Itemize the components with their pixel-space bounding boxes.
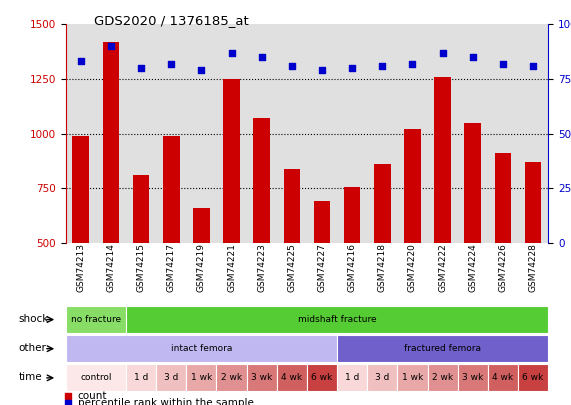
Bar — [133, 175, 150, 352]
Text: GSM74214: GSM74214 — [106, 243, 115, 292]
Text: time: time — [19, 372, 42, 382]
Bar — [313, 201, 330, 352]
Point — [529, 63, 538, 69]
Text: percentile rank within the sample: percentile rank within the sample — [78, 398, 254, 405]
Text: shock: shock — [19, 314, 49, 324]
Bar — [66, 306, 126, 333]
Bar — [307, 364, 337, 391]
Bar — [216, 364, 247, 391]
Text: fractured femora: fractured femora — [404, 344, 481, 353]
Text: GSM74222: GSM74222 — [438, 243, 447, 292]
Point — [378, 63, 387, 69]
Point — [408, 60, 417, 67]
Point — [324, 376, 333, 382]
Bar — [73, 136, 89, 352]
Text: 6 wk: 6 wk — [311, 373, 333, 382]
Bar — [284, 168, 300, 352]
Text: 3 wk: 3 wk — [251, 373, 272, 382]
Bar — [186, 364, 216, 391]
Text: GSM74224: GSM74224 — [468, 243, 477, 292]
Bar — [435, 77, 451, 352]
Bar — [525, 162, 541, 352]
Point — [287, 63, 296, 69]
Bar — [464, 123, 481, 352]
Bar — [163, 136, 179, 352]
Bar — [374, 164, 391, 352]
Bar — [337, 335, 548, 362]
Point — [498, 60, 508, 67]
Text: control: control — [80, 373, 111, 382]
Text: 3 d: 3 d — [164, 373, 178, 382]
Text: GSM74221: GSM74221 — [227, 243, 236, 292]
Bar — [66, 364, 126, 391]
Text: other: other — [19, 343, 47, 353]
Text: GSM74219: GSM74219 — [197, 243, 206, 292]
Text: 3 d: 3 d — [375, 373, 389, 382]
Bar — [126, 306, 548, 333]
Bar — [337, 364, 367, 391]
Bar — [458, 364, 488, 391]
Text: count: count — [78, 390, 107, 401]
Bar — [254, 118, 270, 352]
Point — [468, 54, 477, 60]
Text: GSM74227: GSM74227 — [317, 243, 327, 292]
Point — [136, 65, 146, 71]
Text: GSM74218: GSM74218 — [378, 243, 387, 292]
Bar — [103, 42, 119, 352]
Text: GSM74228: GSM74228 — [529, 243, 537, 292]
Text: 2 wk: 2 wk — [221, 373, 242, 382]
Text: midshaft fracture: midshaft fracture — [297, 315, 376, 324]
Point — [167, 60, 176, 67]
Text: 1 wk: 1 wk — [191, 373, 212, 382]
Bar — [126, 364, 156, 391]
Text: 3 wk: 3 wk — [462, 373, 484, 382]
Text: GSM74225: GSM74225 — [287, 243, 296, 292]
Point — [106, 43, 115, 49]
Bar — [344, 187, 360, 352]
Bar — [223, 79, 240, 352]
Text: GSM74213: GSM74213 — [77, 243, 85, 292]
Point — [257, 54, 266, 60]
Text: intact femora: intact femora — [171, 344, 232, 353]
Text: 2 wk: 2 wk — [432, 373, 453, 382]
Text: GSM74216: GSM74216 — [348, 243, 357, 292]
Bar — [367, 364, 397, 391]
Bar — [488, 364, 518, 391]
Bar — [518, 364, 548, 391]
Point — [324, 309, 333, 316]
Bar — [156, 364, 186, 391]
Bar — [494, 153, 511, 352]
Text: GSM74220: GSM74220 — [408, 243, 417, 292]
Bar — [397, 364, 428, 391]
Point — [348, 65, 357, 71]
Text: 1 wk: 1 wk — [402, 373, 423, 382]
Text: GSM74226: GSM74226 — [498, 243, 508, 292]
Point — [438, 49, 447, 56]
Bar — [404, 129, 421, 352]
Bar — [193, 208, 210, 352]
Text: GDS2020 / 1376185_at: GDS2020 / 1376185_at — [94, 14, 249, 27]
Text: 1 d: 1 d — [345, 373, 359, 382]
Text: 4 wk: 4 wk — [492, 373, 513, 382]
Bar — [247, 364, 277, 391]
Point — [317, 67, 327, 73]
Point — [76, 58, 85, 65]
Point — [227, 49, 236, 56]
Text: GSM74215: GSM74215 — [136, 243, 146, 292]
Point — [197, 67, 206, 73]
Bar — [428, 364, 458, 391]
Bar — [66, 335, 337, 362]
Text: 6 wk: 6 wk — [522, 373, 544, 382]
Text: GSM74217: GSM74217 — [167, 243, 176, 292]
Bar — [277, 364, 307, 391]
Text: 4 wk: 4 wk — [282, 373, 303, 382]
Text: GSM74223: GSM74223 — [257, 243, 266, 292]
Text: no fracture: no fracture — [71, 315, 121, 324]
Text: 1 d: 1 d — [134, 373, 148, 382]
